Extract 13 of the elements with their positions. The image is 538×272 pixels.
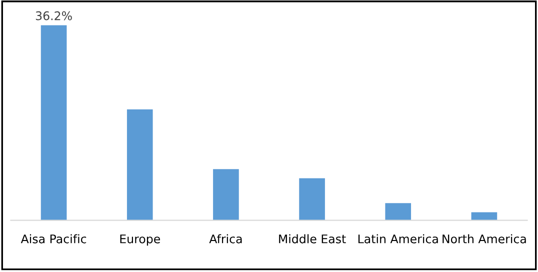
bar bbox=[385, 203, 412, 220]
bar bbox=[40, 25, 67, 220]
x-tick-label: Latin America bbox=[358, 234, 438, 244]
x-tick-label: Middle East bbox=[279, 234, 346, 244]
bar bbox=[471, 212, 498, 220]
bar bbox=[213, 169, 239, 220]
x-tick-label: Africa bbox=[209, 234, 242, 244]
bar bbox=[126, 109, 153, 220]
x-tick-label: Europe bbox=[120, 234, 160, 246]
x-tick-label: Aisa Pacific bbox=[20, 234, 86, 244]
bar bbox=[299, 178, 325, 220]
data-label: 36.2% bbox=[36, 11, 72, 20]
x-tick-label: North America bbox=[442, 234, 526, 244]
